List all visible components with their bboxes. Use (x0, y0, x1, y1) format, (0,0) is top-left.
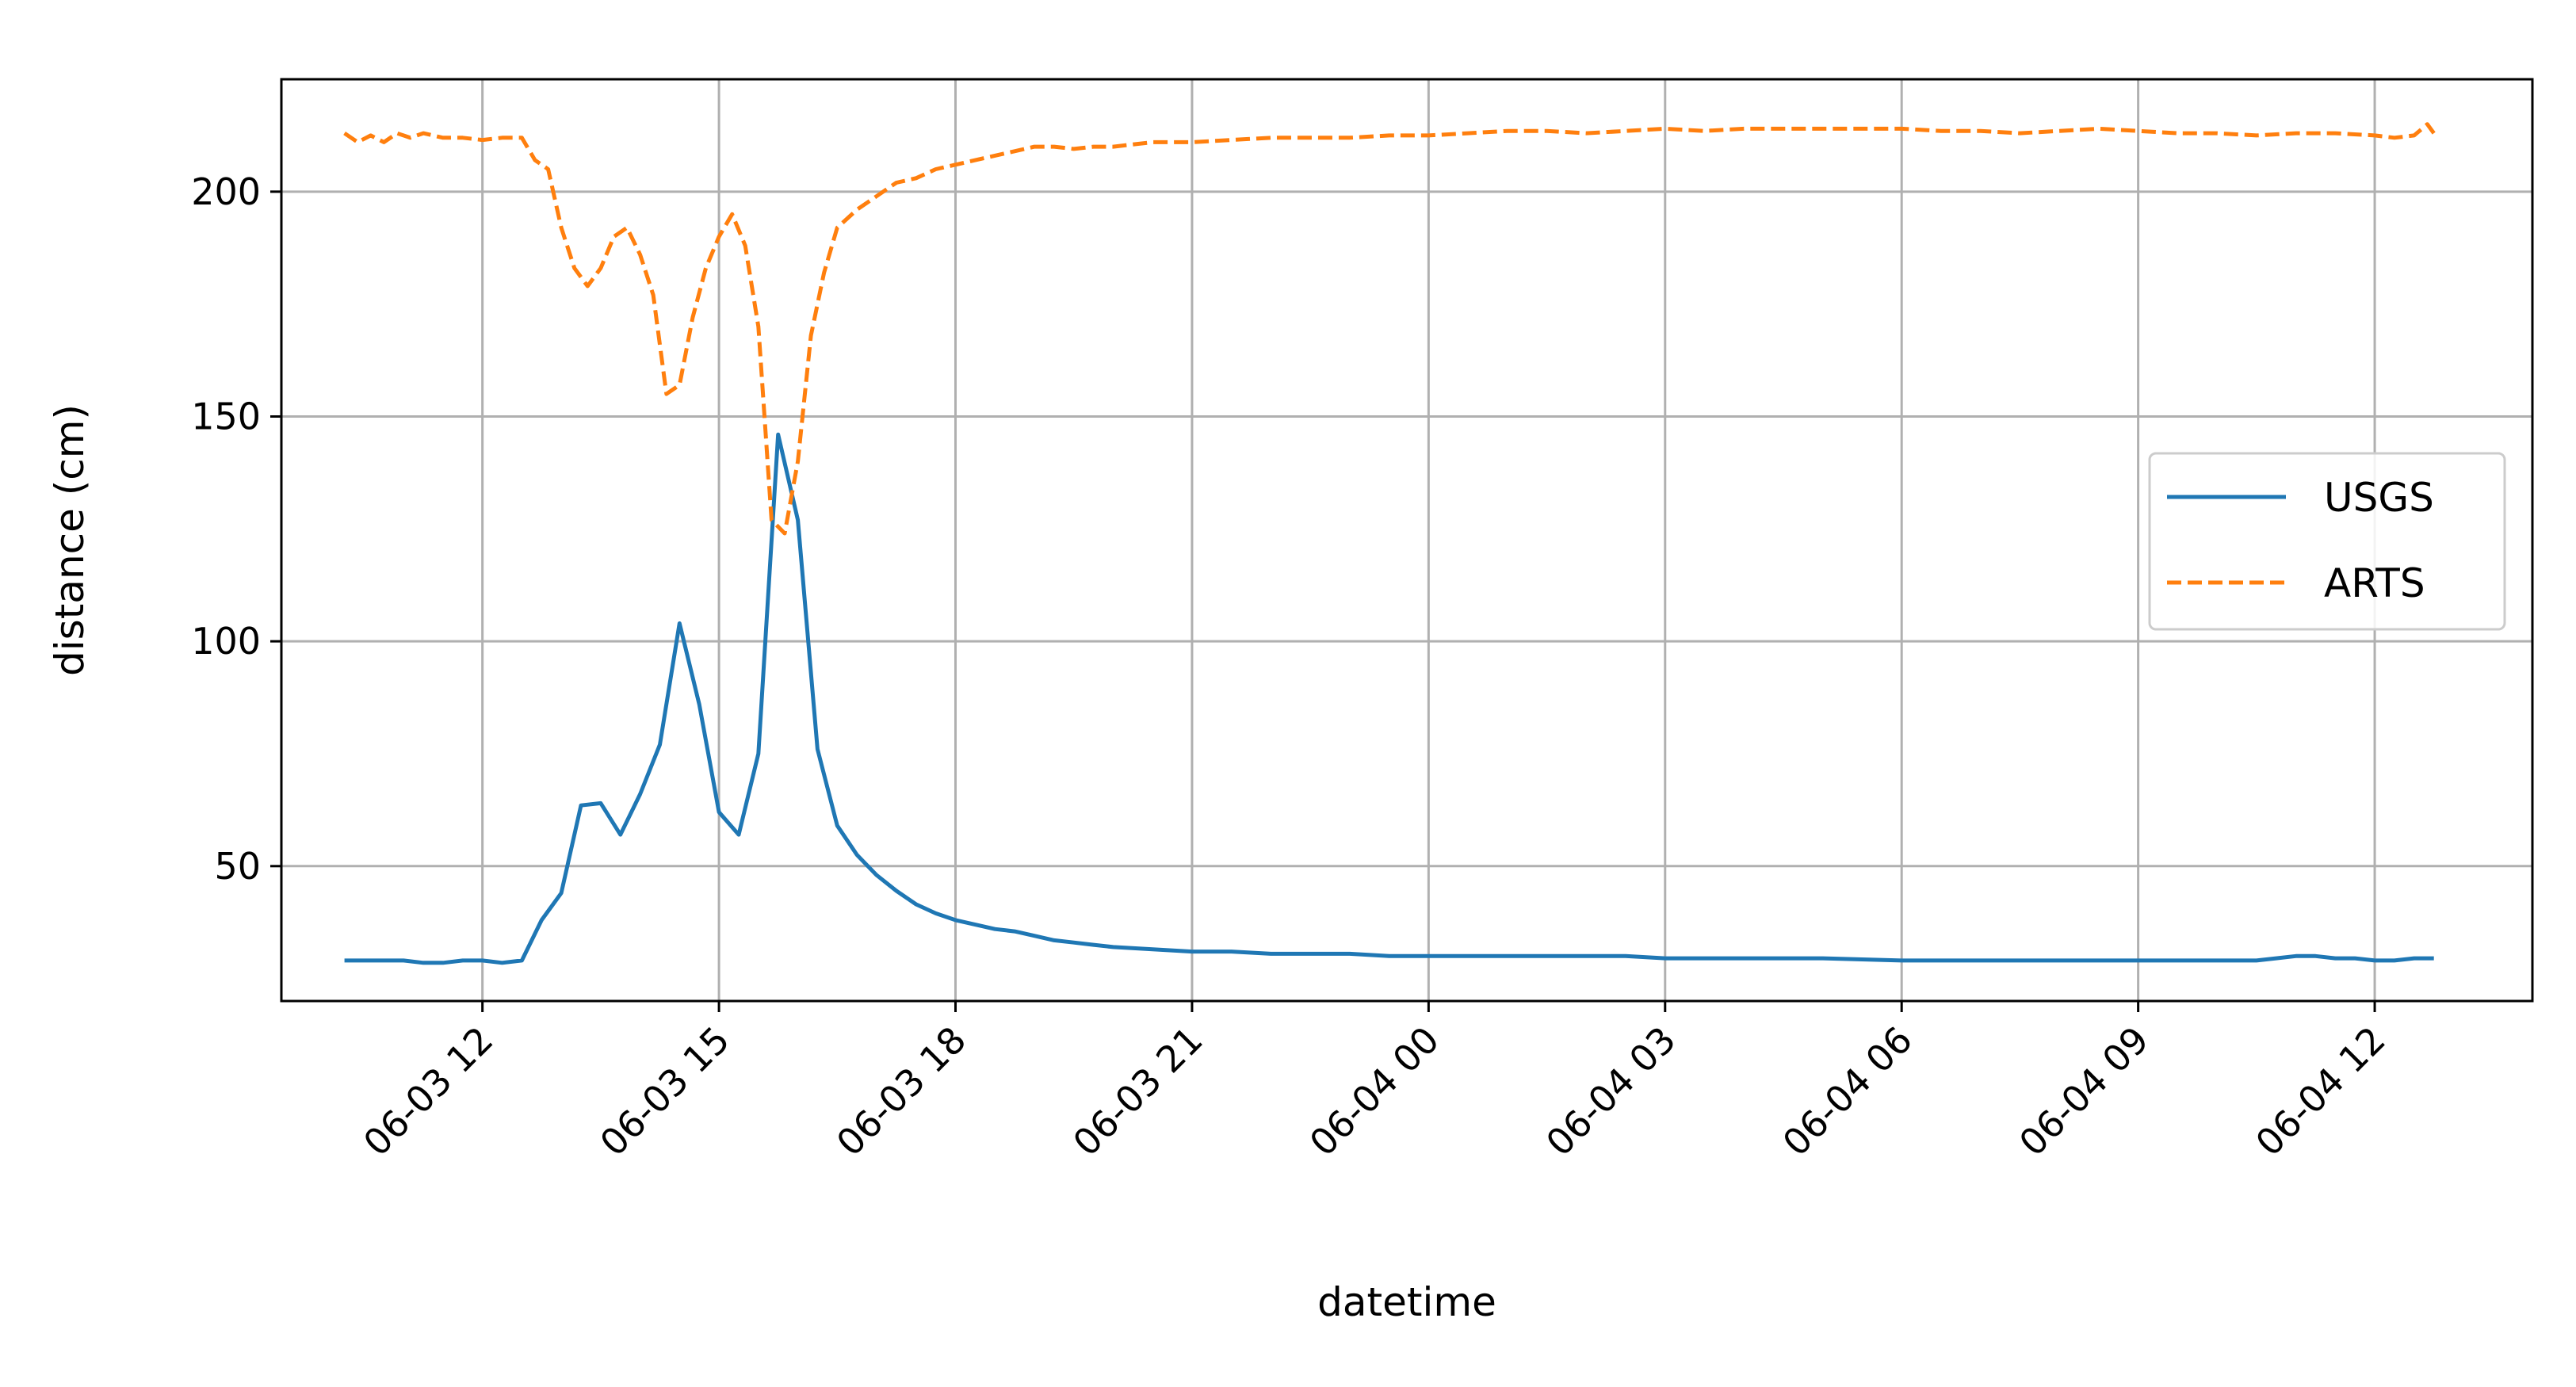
plot-lines (343, 122, 2436, 965)
legend-label-usgs: USGS (2324, 475, 2434, 521)
legend: USGS ARTS (2148, 452, 2506, 631)
legend-label-arts: ARTS (2324, 560, 2425, 606)
y-tick-label: 50 (214, 845, 261, 888)
series-line-usgs (344, 432, 2434, 965)
grid (281, 79, 2532, 1001)
y-tick-label: 200 (191, 170, 261, 213)
series-line-arts (343, 122, 2436, 536)
y-tick-label: 150 (191, 395, 261, 437)
y-axis-title: distance (cm) (47, 404, 93, 676)
plot-frame (280, 78, 2534, 1003)
y-tick-label: 100 (191, 620, 261, 663)
x-axis-title: datetime (1317, 1279, 1496, 1325)
